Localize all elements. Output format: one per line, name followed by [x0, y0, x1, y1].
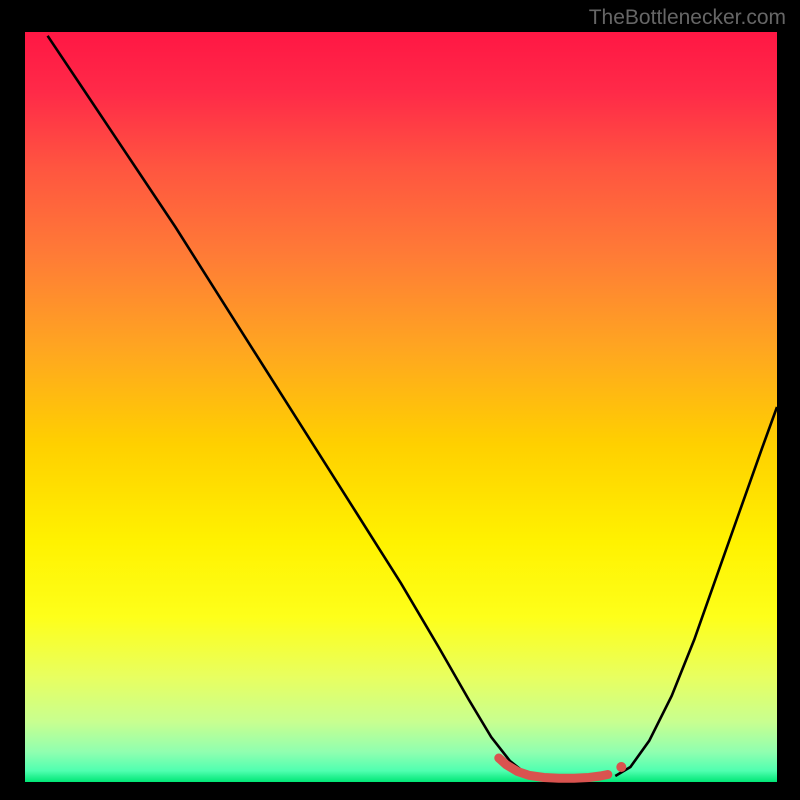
watermark-text: TheBottlenecker.com	[589, 6, 786, 30]
curve-layer	[25, 32, 777, 782]
optimal-range-end-dot	[616, 762, 626, 772]
plot-area	[25, 32, 777, 782]
bottleneck-curve-left	[48, 36, 537, 778]
bottleneck-curve-right	[615, 407, 777, 776]
figure-frame: TheBottlenecker.com	[0, 0, 800, 800]
optimal-range-marker	[499, 758, 608, 778]
